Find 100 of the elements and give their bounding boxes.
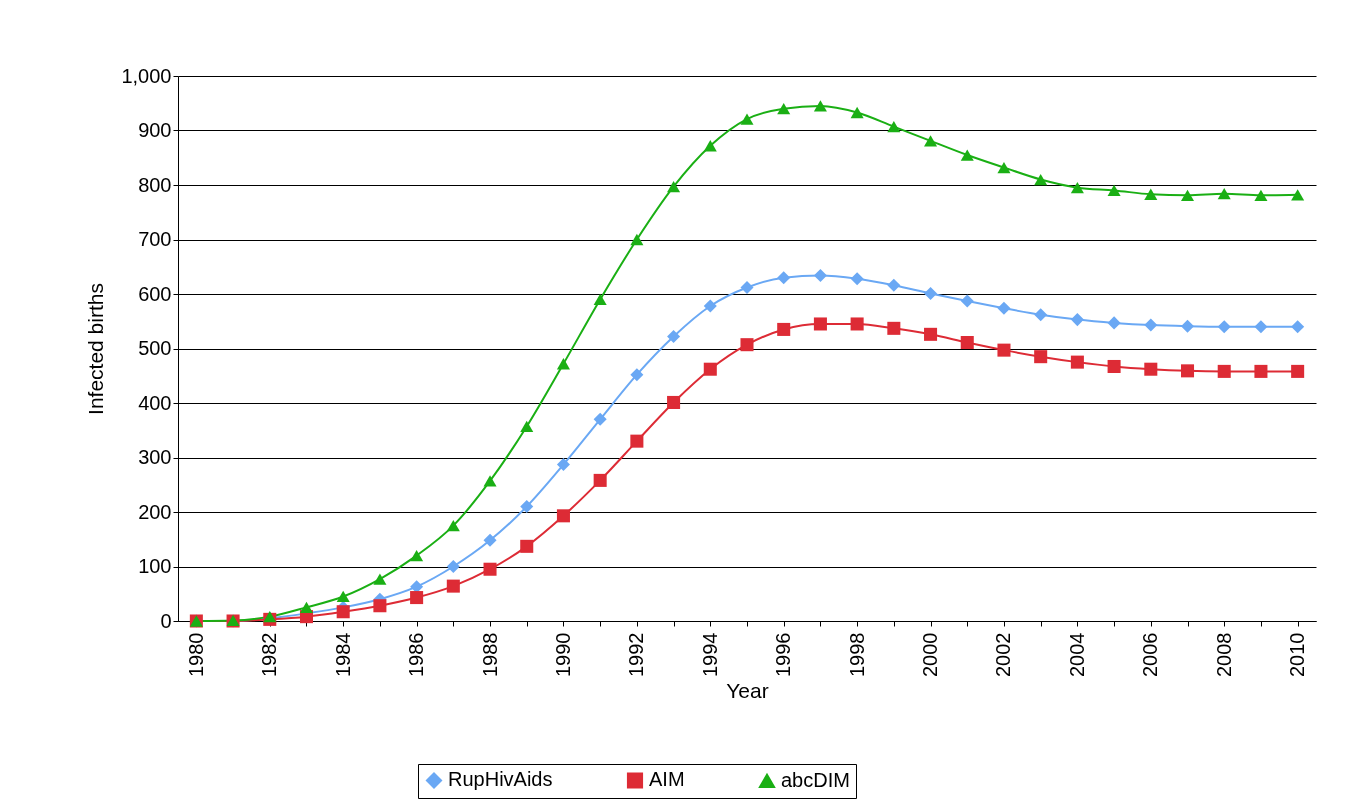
point bbox=[740, 113, 754, 125]
point bbox=[520, 539, 534, 553]
point bbox=[777, 271, 791, 285]
point bbox=[556, 458, 570, 472]
y-tick-label: 900 bbox=[138, 119, 172, 141]
point bbox=[373, 573, 387, 585]
point bbox=[667, 329, 681, 344]
point bbox=[1034, 173, 1048, 186]
point bbox=[1181, 364, 1195, 378]
point bbox=[483, 475, 497, 487]
y-tick-label: 0 bbox=[160, 609, 172, 632]
point bbox=[887, 321, 901, 335]
point bbox=[1217, 364, 1231, 378]
y-tick-label: 500 bbox=[138, 337, 172, 359]
point bbox=[1107, 184, 1121, 197]
point bbox=[924, 327, 938, 341]
point bbox=[446, 519, 460, 532]
point bbox=[336, 590, 350, 603]
y-tick-label: 800 bbox=[138, 173, 172, 196]
point bbox=[850, 317, 864, 331]
point bbox=[667, 180, 681, 193]
point bbox=[960, 335, 974, 350]
x-tick-label: 1984 bbox=[331, 632, 354, 677]
y-tick-label: 100 bbox=[138, 555, 172, 577]
point bbox=[960, 294, 974, 308]
legend-label: RupHivAids bbox=[448, 768, 553, 791]
y-tick-label: 1,000 bbox=[121, 64, 172, 87]
point bbox=[1254, 364, 1268, 378]
point bbox=[336, 605, 350, 619]
point bbox=[556, 509, 570, 523]
point bbox=[556, 358, 570, 370]
y-tick-label: 600 bbox=[138, 282, 172, 305]
point bbox=[630, 233, 644, 246]
point bbox=[410, 591, 424, 605]
x-tick-label: 1996 bbox=[772, 632, 795, 677]
y-axis-title: Infected births bbox=[84, 283, 108, 415]
point bbox=[813, 100, 827, 112]
point bbox=[593, 473, 607, 487]
point bbox=[740, 280, 754, 294]
point bbox=[1254, 320, 1268, 334]
point bbox=[1034, 308, 1048, 322]
point bbox=[1034, 350, 1048, 364]
point bbox=[1291, 320, 1305, 334]
x-tick-label: 2004 bbox=[1065, 632, 1088, 677]
x-tick-label: 2006 bbox=[1139, 632, 1162, 677]
point bbox=[1217, 320, 1231, 334]
x-tick-label: 1990 bbox=[551, 632, 574, 677]
point bbox=[1291, 364, 1305, 378]
point bbox=[813, 317, 827, 331]
point bbox=[1144, 362, 1158, 376]
point bbox=[299, 601, 313, 614]
point bbox=[1070, 355, 1084, 369]
x-tick-label: 1986 bbox=[405, 632, 428, 677]
point bbox=[410, 549, 424, 562]
point bbox=[373, 599, 387, 613]
point bbox=[667, 395, 681, 409]
point bbox=[520, 420, 534, 433]
point bbox=[703, 299, 717, 313]
point bbox=[777, 103, 791, 115]
y-tick-label: 400 bbox=[138, 391, 172, 414]
point bbox=[850, 106, 864, 119]
point bbox=[1254, 189, 1268, 201]
point bbox=[1181, 189, 1195, 201]
point bbox=[924, 135, 938, 147]
point bbox=[997, 161, 1011, 174]
point bbox=[777, 322, 791, 336]
x-tick-label: 1998 bbox=[845, 632, 868, 677]
point bbox=[813, 268, 827, 282]
point bbox=[520, 500, 534, 514]
x-tick-label: 2008 bbox=[1212, 632, 1235, 677]
x-tick-label: 1992 bbox=[625, 632, 648, 677]
point bbox=[997, 301, 1011, 315]
point bbox=[1070, 313, 1084, 327]
point bbox=[703, 362, 717, 376]
y-tick-label: 300 bbox=[138, 446, 172, 468]
point bbox=[1181, 319, 1195, 333]
point bbox=[997, 343, 1011, 357]
point bbox=[924, 286, 938, 300]
point bbox=[1144, 188, 1158, 200]
point bbox=[446, 559, 460, 574]
point bbox=[483, 562, 497, 576]
point bbox=[960, 149, 974, 161]
point bbox=[410, 580, 424, 594]
legend-label: abcDIM bbox=[781, 768, 850, 791]
x-tick-label: 1982 bbox=[258, 632, 281, 677]
point bbox=[887, 278, 901, 292]
point bbox=[850, 272, 864, 286]
point bbox=[1070, 182, 1084, 194]
y-tick-label: 700 bbox=[138, 228, 172, 250]
x-tick-label: 2002 bbox=[992, 632, 1015, 677]
x-tick-label: 2010 bbox=[1286, 632, 1309, 677]
point bbox=[1107, 359, 1121, 373]
point bbox=[1144, 318, 1158, 332]
point bbox=[1107, 316, 1121, 330]
x-tick-label: 1994 bbox=[698, 632, 721, 677]
x-axis-title: Year bbox=[726, 678, 769, 702]
point bbox=[1217, 188, 1231, 200]
point bbox=[887, 121, 901, 133]
x-tick-label: 1980 bbox=[184, 632, 207, 677]
x-tick-label: 1988 bbox=[478, 632, 501, 677]
